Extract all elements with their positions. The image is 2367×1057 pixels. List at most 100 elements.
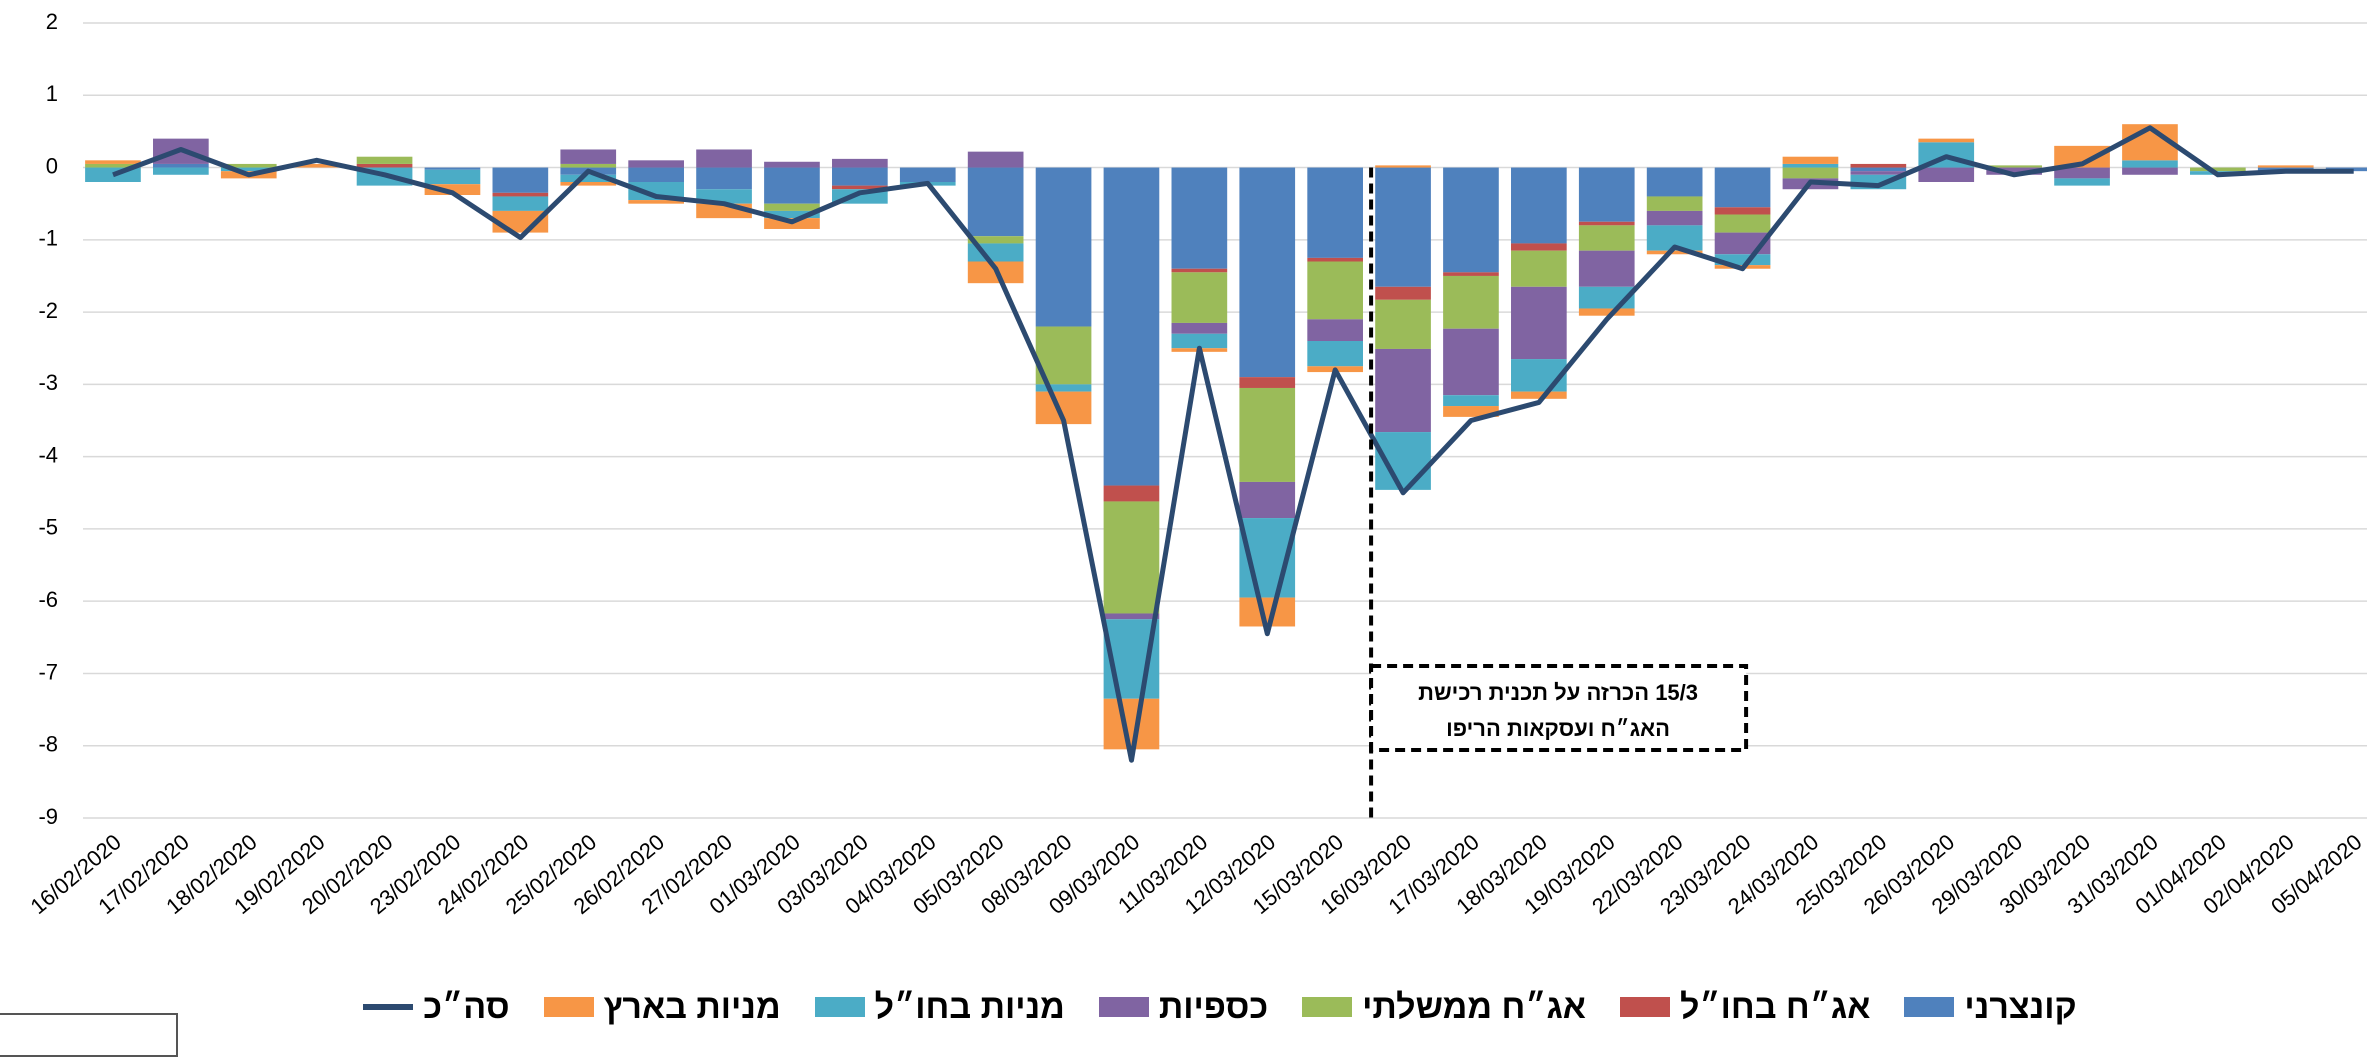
legend-item: סה״כ xyxy=(363,987,510,1027)
bar-segment xyxy=(1850,167,1907,172)
bar-segment xyxy=(1918,138,1975,143)
bar-segment xyxy=(1443,167,1499,273)
legend-label: מניות בחו״ל xyxy=(874,987,1065,1026)
y-tick-label: 2 xyxy=(46,9,58,34)
legend-swatch xyxy=(1302,997,1353,1017)
y-tick-label: -3 xyxy=(38,370,58,395)
bar-segment xyxy=(1511,167,1567,244)
bar-segment xyxy=(2054,178,2110,186)
bar-segment xyxy=(1850,163,1907,168)
chart: -9-8-7-6-5-4-3-2-101216/02/202017/02/202… xyxy=(25,9,2367,919)
legend-swatch xyxy=(363,1004,414,1010)
bar-segment xyxy=(492,192,549,197)
bar-segment xyxy=(832,167,888,186)
bar-segment xyxy=(1103,167,1160,486)
bar-segment xyxy=(424,169,481,185)
bar-segment xyxy=(2122,167,2178,175)
bar-segment xyxy=(560,174,617,182)
bar-segment xyxy=(85,160,141,164)
legend-item: אג״ח בחו״ל xyxy=(1619,987,1871,1027)
legend-swatch xyxy=(1904,997,1955,1017)
bar-segment xyxy=(1375,299,1431,349)
bar-segment xyxy=(1239,597,1296,627)
legend-item: מניות בחו״ל xyxy=(814,987,1065,1027)
bar-segment xyxy=(1511,250,1567,287)
bar-segment xyxy=(153,163,209,168)
bar-segment xyxy=(1171,268,1228,273)
bar-segment xyxy=(967,236,1024,244)
bar-segment xyxy=(764,203,820,211)
bar-segment xyxy=(628,167,684,182)
legend-swatch xyxy=(543,997,594,1017)
bar-segment xyxy=(1307,167,1363,258)
annotation-text: האג״ח ועסקאות הריפו xyxy=(1446,716,1670,741)
bar-segment xyxy=(1511,391,1567,399)
bar-segment xyxy=(1578,221,1635,226)
bar-segment xyxy=(1511,359,1567,392)
bar-segment xyxy=(2122,160,2178,168)
legend-label: כספיות xyxy=(1158,987,1269,1026)
bar-segment xyxy=(492,167,549,193)
legend-label: סה״כ xyxy=(423,987,510,1026)
bar-segment xyxy=(424,167,481,170)
bar-segment xyxy=(85,163,141,168)
legend-item: כספיות xyxy=(1098,987,1269,1027)
bar-segment xyxy=(1375,348,1431,433)
bar-segment xyxy=(1035,384,1092,392)
bar-segment xyxy=(832,185,888,190)
bar-segment xyxy=(1646,196,1703,211)
bar-segment xyxy=(1511,286,1567,360)
bar-segment xyxy=(1239,167,1296,378)
bar-segment xyxy=(764,167,820,204)
bar-segment xyxy=(1171,333,1228,349)
bar-segment xyxy=(1307,341,1363,367)
bar-segment xyxy=(899,167,956,182)
y-tick-label: -2 xyxy=(38,298,58,323)
bar-segment xyxy=(1986,167,2042,175)
legend-label: אג״ח בחו״ל xyxy=(1679,987,1871,1026)
y-tick-label: -1 xyxy=(38,226,58,251)
legend-item: אג״ח ממשלתי xyxy=(1302,988,1586,1027)
bar-segment xyxy=(288,163,345,168)
bar-segment xyxy=(220,167,277,172)
bar-segment xyxy=(356,156,413,164)
bar-segment xyxy=(696,167,752,190)
legend-swatch xyxy=(1619,997,1670,1017)
bar-segment xyxy=(1782,156,1839,164)
legend-label: מניות בארץ xyxy=(603,987,781,1026)
bar-segment xyxy=(628,200,684,204)
bar-segment xyxy=(1714,207,1771,215)
legend-swatch xyxy=(814,997,865,1017)
legend-item: קונצרני xyxy=(1904,988,2077,1027)
bar-segment xyxy=(1578,167,1635,222)
legend-label: אג״ח ממשלתי xyxy=(1362,987,1586,1026)
bar-segment xyxy=(1714,254,1771,266)
bar-segment xyxy=(560,149,617,164)
total-line xyxy=(112,125,2354,763)
y-tick-label: 0 xyxy=(46,153,58,178)
bar-segment xyxy=(1578,308,1635,316)
bar-segment xyxy=(492,196,549,211)
bar-segment xyxy=(560,163,617,168)
bar-segment xyxy=(424,184,481,196)
bar-segment xyxy=(2054,167,2110,179)
bar-segment xyxy=(832,158,888,168)
bar-segment xyxy=(1918,167,1975,182)
bar-segment xyxy=(1986,165,2042,168)
bar-segment xyxy=(1646,210,1703,226)
bar-segment xyxy=(1443,275,1499,329)
bar-segment xyxy=(1239,387,1296,482)
bar-segment xyxy=(1443,406,1499,417)
bar-segment xyxy=(1578,250,1635,287)
bar-segment xyxy=(1443,272,1499,276)
bar-segment xyxy=(696,149,752,168)
bar-segment xyxy=(1307,319,1363,341)
y-tick-label: 1 xyxy=(46,81,58,106)
bar-segment xyxy=(1375,286,1431,300)
bar-segment xyxy=(1307,257,1363,262)
bar-segment xyxy=(1578,225,1635,251)
legend-swatch xyxy=(1098,997,1149,1017)
bar-segment xyxy=(2054,145,2110,168)
legend-item: מניות בארץ xyxy=(543,987,781,1027)
bar-segment xyxy=(764,210,820,219)
